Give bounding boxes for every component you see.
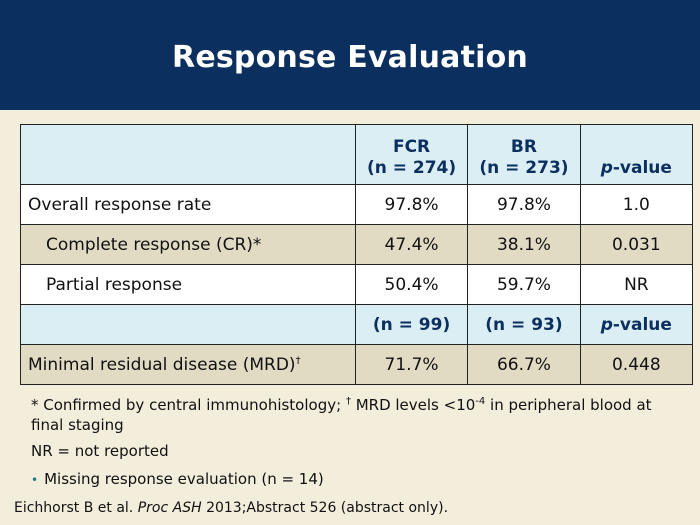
br-value: 97.8% xyxy=(467,184,581,225)
table-row: Minimal residual disease (MRD)† 71.7% 66… xyxy=(20,344,694,385)
fcr-value: 50.4% xyxy=(354,264,469,305)
table-row: Partial response 50.4% 59.7% NR xyxy=(20,264,694,305)
row-label: Partial response xyxy=(20,264,356,305)
header-br: BR (n = 273) xyxy=(467,124,581,185)
table-subheader-row: (n = 99) (n = 93) p-value xyxy=(20,304,694,345)
fcr-value: 97.8% xyxy=(354,184,469,225)
response-table: FCR (n = 274) BR (n = 273) p-value Overall… xyxy=(20,124,694,385)
header-pvalue: p-value xyxy=(579,124,694,185)
nr-note: NR = not reported xyxy=(31,442,169,460)
p-value: 0.031 xyxy=(579,224,694,265)
table-header-row: FCR (n = 274) BR (n = 273) p-value xyxy=(20,124,694,185)
citation: Eichhorst B et al. Proc ASH 2013;Abstrac… xyxy=(14,500,449,516)
header-fcr: FCR (n = 274) xyxy=(354,124,469,185)
row-label: Minimal residual disease (MRD)† xyxy=(20,344,356,385)
footnote-text: * Confirmed by central immunohistology; … xyxy=(31,396,652,434)
row-label: Complete response (CR)* xyxy=(20,224,356,265)
subheader-pvalue: p-value xyxy=(579,304,694,345)
fcr-value: 47.4% xyxy=(354,224,469,265)
row-label: Overall response rate xyxy=(20,184,356,225)
footnotes: * Confirmed by central immunohistology; … xyxy=(31,392,681,490)
table-row: Overall response rate 97.8% 97.8% 1.0 xyxy=(20,184,694,225)
title-bar: Response Evaluation xyxy=(0,0,700,110)
bullet-note: • Missing response evaluation (n = 14) xyxy=(31,470,324,488)
fcr-value: 71.7% xyxy=(354,344,469,385)
br-value: 59.7% xyxy=(467,264,581,305)
slide-title: Response Evaluation xyxy=(172,39,528,75)
p-value: 1.0 xyxy=(579,184,694,225)
header-empty-cell xyxy=(20,124,356,185)
p-value: 0.448 xyxy=(579,344,694,385)
bullet-icon: • xyxy=(31,473,39,487)
subheader-empty-cell xyxy=(20,304,356,345)
br-value: 38.1% xyxy=(467,224,581,265)
table-row: Complete response (CR)* 47.4% 38.1% 0.03… xyxy=(20,224,694,265)
p-value: NR xyxy=(579,264,694,305)
br-value: 66.7% xyxy=(467,344,581,385)
subheader-br: (n = 93) xyxy=(467,304,581,345)
subheader-fcr: (n = 99) xyxy=(354,304,469,345)
